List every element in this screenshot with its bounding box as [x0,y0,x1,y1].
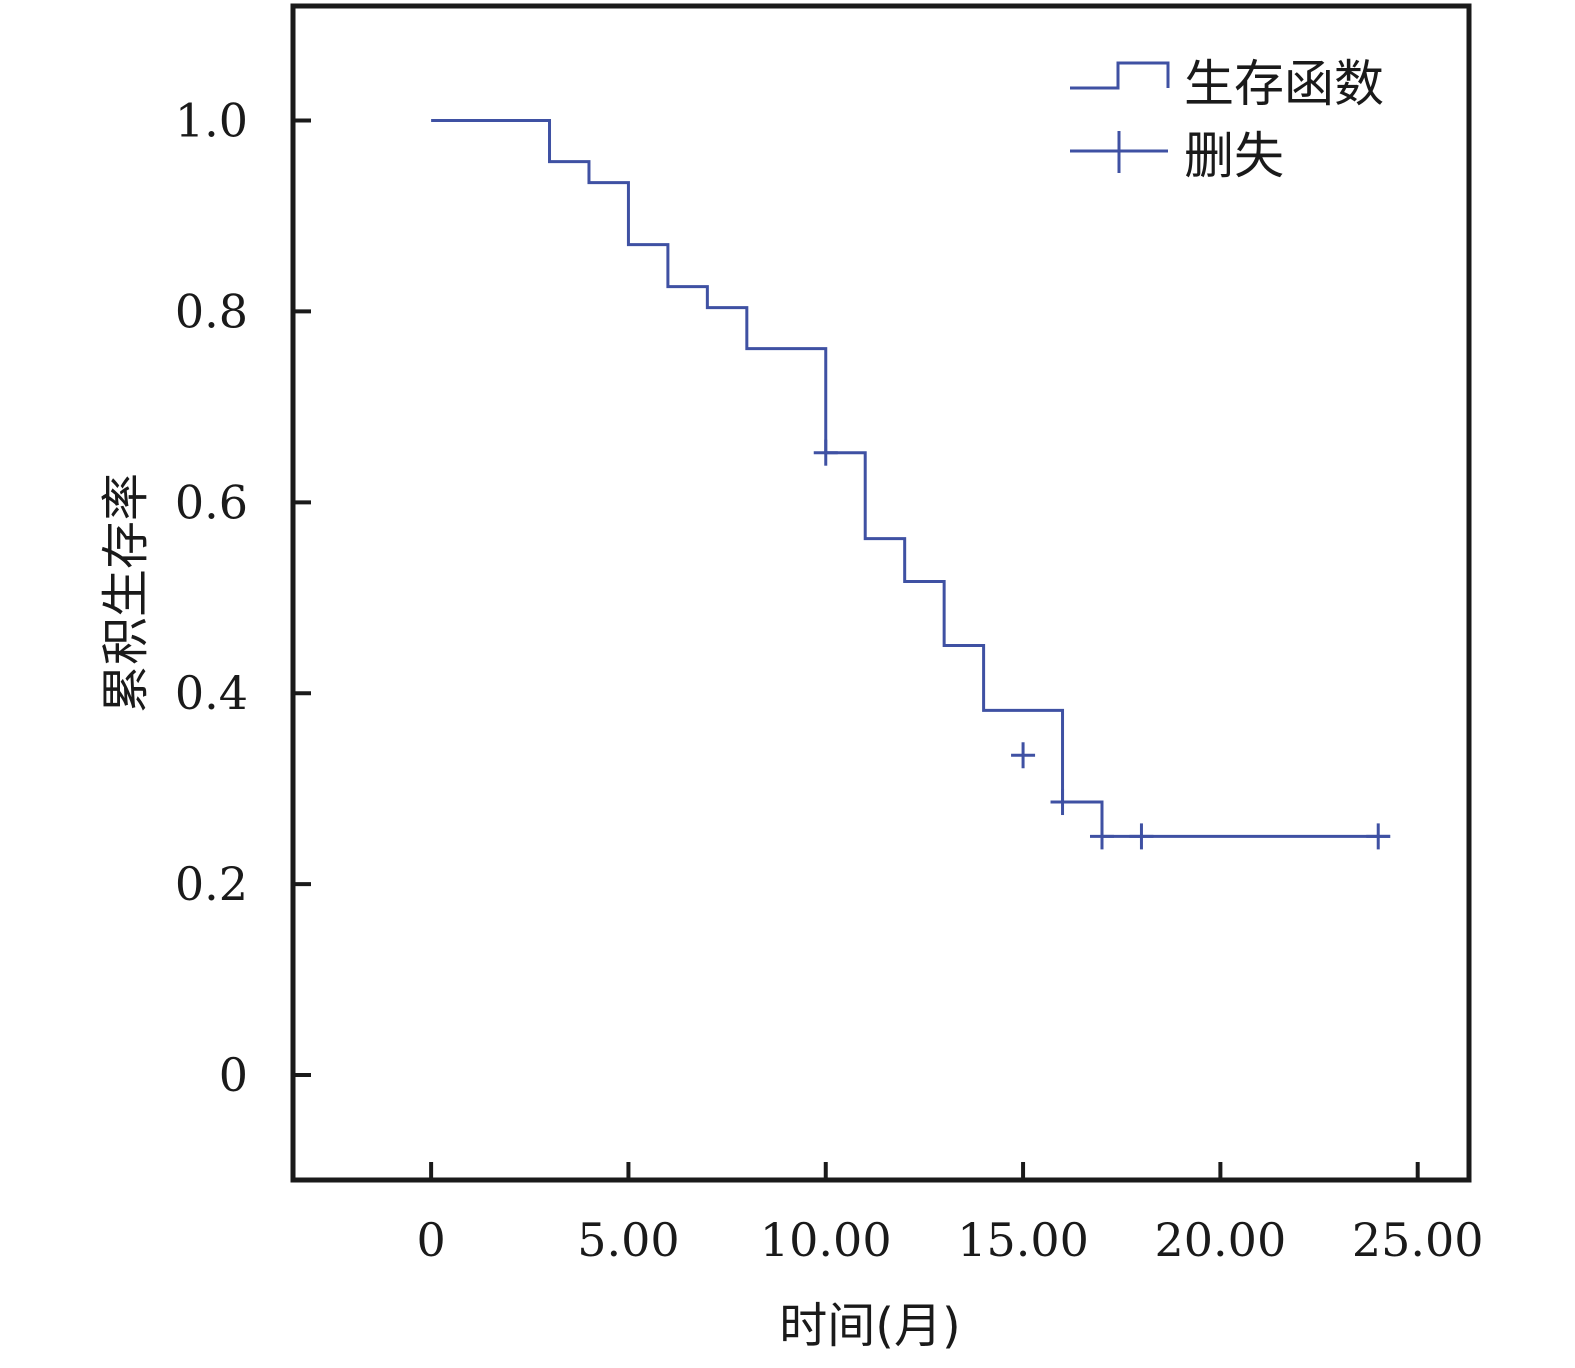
x-tick-label: 20.00 [1155,1213,1287,1267]
x-tick-label: 0 [416,1213,445,1267]
y-axis: 0 0.2 0.4 0.6 0.8 1.0 [175,94,311,1102]
plot-frame [290,3,1472,1183]
series-layer [431,119,1391,850]
legend-label-survival: 生存函数 [1184,55,1384,113]
y-tick-label: 1.0 [175,94,248,148]
y-tick-label: 0.2 [175,857,248,911]
y-tick-label: 0.6 [175,475,248,529]
x-axis: 0 5.00 10.00 15.00 20.00 25.00 [416,1162,1484,1267]
x-tick-label: 5.00 [577,1213,679,1267]
x-axis-title: 时间(月) [779,1298,960,1354]
legend-swatch-survival [1070,61,1170,90]
y-axis-title: 累积生存率 [98,473,154,713]
y-tick-label: 0 [219,1048,248,1102]
x-tick-label: 10.00 [760,1213,892,1267]
survival-step-line [431,119,1391,838]
y-tick-label: 0.8 [175,284,248,338]
y-tick-label: 0.4 [175,666,248,720]
legend-label-censor: 删失 [1184,127,1284,185]
x-tick-label: 15.00 [957,1213,1089,1267]
x-tick-label: 25.00 [1352,1213,1484,1267]
